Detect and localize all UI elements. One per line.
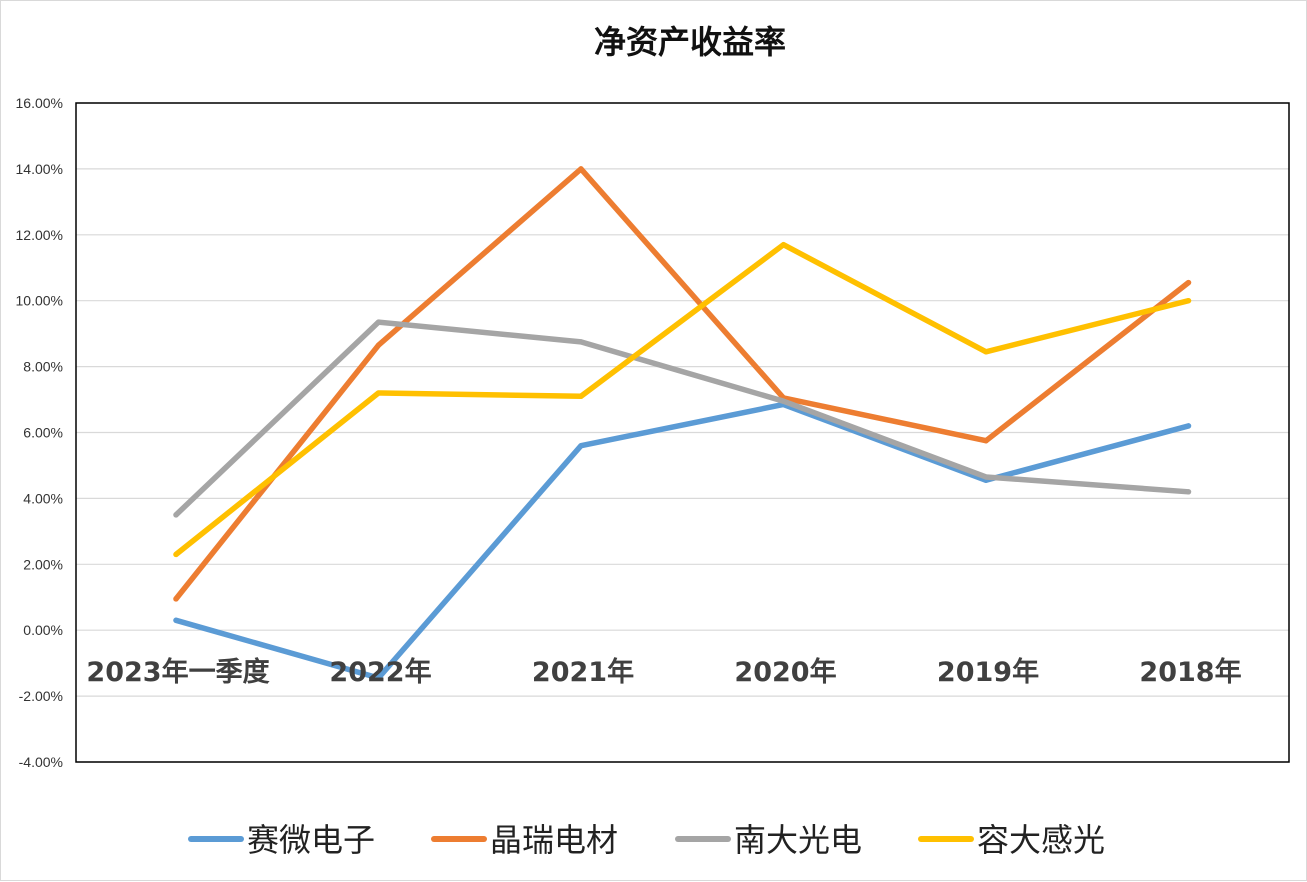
data-point <box>578 443 584 449</box>
y-tick-label: 10.00% <box>16 293 63 309</box>
data-point <box>375 319 382 325</box>
y-tick-label: 8.00% <box>23 359 63 375</box>
series-line-2 <box>173 166 1192 602</box>
data-point <box>780 398 787 404</box>
data-point <box>780 242 787 248</box>
data-point <box>173 512 179 518</box>
data-point <box>1185 298 1192 304</box>
data-point <box>173 596 179 602</box>
plot-area-frame <box>75 102 1290 763</box>
x-axis-ticks: 2023年一季度 2022年 2021年 2020年 2019年 2018年 <box>86 656 1241 688</box>
y-tick-label: 6.00% <box>23 425 63 441</box>
data-point <box>375 675 382 681</box>
x-tick-label: 2020年 <box>734 656 836 688</box>
data-point <box>1185 423 1192 429</box>
x-tick-label: 2022年 <box>329 656 431 688</box>
series-line-3 <box>173 319 1192 518</box>
data-point <box>173 617 179 623</box>
legend-label: 南大光电 <box>734 821 862 859</box>
y-tick-label: 12.00% <box>16 227 63 243</box>
y-tick-label: -4.00% <box>19 754 63 770</box>
legend-label: 赛微电子 <box>247 821 375 859</box>
x-tick-label: 2021年 <box>532 656 634 688</box>
data-point <box>578 166 584 172</box>
data-point <box>578 393 584 399</box>
data-point <box>375 390 382 396</box>
y-tick-label: 14.00% <box>16 161 63 177</box>
legend: 赛微电子 晶瑞电材 南大光电 容大感光 <box>188 821 1105 859</box>
y-tick-label: 2.00% <box>23 556 63 572</box>
legend-label: 晶瑞电材 <box>490 821 618 859</box>
x-tick-label: 2018年 <box>1139 656 1241 688</box>
y-tick-label: 4.00% <box>23 490 63 506</box>
y-tick-label: 16.00% <box>16 95 63 111</box>
y-tick-label: 0.00% <box>23 622 63 638</box>
data-point <box>173 551 179 558</box>
data-point <box>983 349 989 355</box>
data-point <box>983 438 989 444</box>
data-point <box>983 474 989 480</box>
data-point <box>1185 489 1192 495</box>
legend-label: 容大感光 <box>977 821 1105 859</box>
y-tick-label: -2.00% <box>19 688 63 704</box>
chart-title: 净资产收益率 <box>594 23 786 61</box>
y-axis-ticks: -4.00% -2.00% 0.00% 2.00% 4.00% 6.00% 8.00% 10.… <box>16 95 63 770</box>
series-lines <box>173 166 1192 681</box>
series-line-1 <box>173 401 1192 681</box>
data-point <box>1185 279 1192 286</box>
x-tick-label: 2019年 <box>937 656 1039 688</box>
x-tick-label: 2023年一季度 <box>86 656 269 688</box>
data-point <box>375 342 382 348</box>
series-line-4 <box>173 241 1192 558</box>
data-point <box>578 339 584 345</box>
